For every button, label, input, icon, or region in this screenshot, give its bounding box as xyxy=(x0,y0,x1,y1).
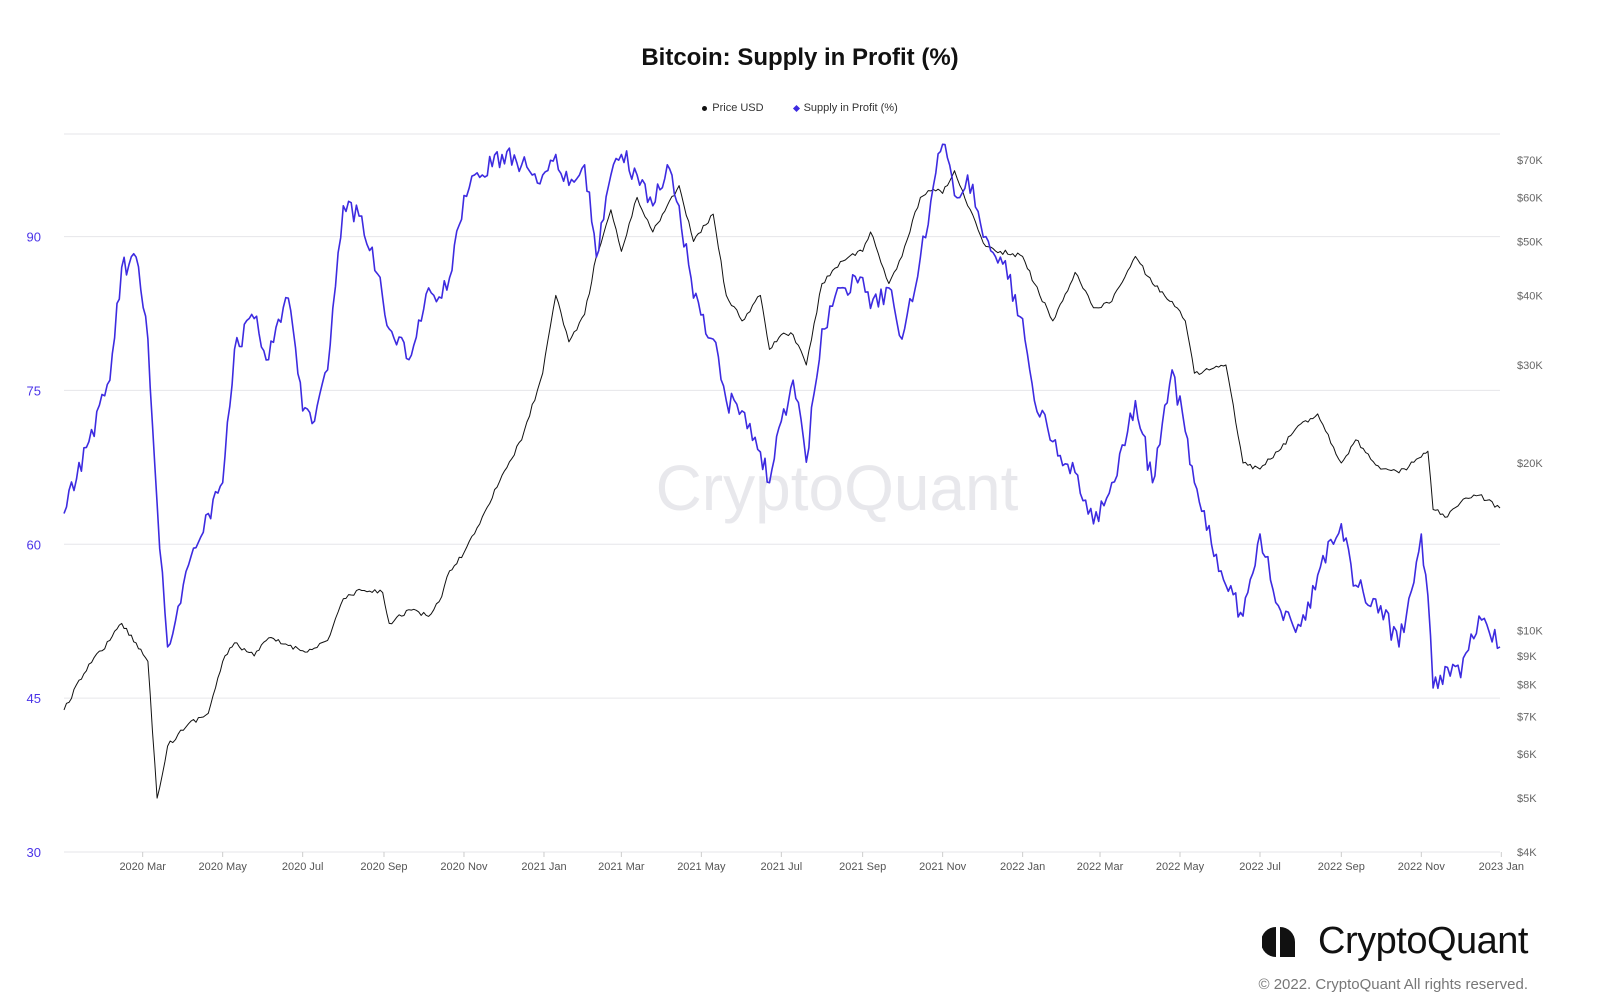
y-left-tick-label: 90 xyxy=(27,230,41,245)
legend-label-price: Price USD xyxy=(712,102,764,114)
y-right-tick-label: $7K xyxy=(1517,712,1537,724)
y-right-tick-label: $60K xyxy=(1517,192,1543,204)
cryptoquant-logo: CryptoQuant xyxy=(1262,920,1528,963)
x-tick-label: 2022 Jan xyxy=(1000,861,1045,873)
x-tick-label: 2021 Jan xyxy=(521,861,566,873)
chart-legend: Price USD Supply in Profit (%) xyxy=(0,102,1600,114)
copyright-text: © 2022. CryptoQuant All rights reserved. xyxy=(1258,976,1528,993)
x-tick-label: 2021 Jul xyxy=(761,861,803,873)
x-tick-label: 2020 Jul xyxy=(282,861,324,873)
y-right-tick-label: $50K xyxy=(1517,236,1543,248)
y-left-tick-label: 75 xyxy=(27,383,41,398)
y-right-tick-label: $9K xyxy=(1517,651,1537,663)
x-tick-label: 2020 Nov xyxy=(440,861,488,873)
cryptoquant-logo-icon xyxy=(1262,926,1296,957)
x-tick-label: 2022 Sep xyxy=(1318,861,1365,873)
x-tick-label: 2022 Nov xyxy=(1398,861,1446,873)
y-right-tick-label: $40K xyxy=(1517,290,1543,302)
y-right-tick-label: $10K xyxy=(1517,626,1543,638)
y-left-tick-label: 30 xyxy=(27,845,41,860)
x-tick-label: 2020 Sep xyxy=(360,861,407,873)
legend-item-supply-in-profit[interactable]: Supply in Profit (%) xyxy=(792,102,898,114)
y-right-tick-label: $5K xyxy=(1517,793,1537,805)
x-tick-label: 2020 Mar xyxy=(119,861,166,873)
y-right-tick-label: $70K xyxy=(1517,155,1543,167)
x-tick-label: 2023 Jan xyxy=(1479,861,1524,873)
x-tick-label: 2021 Nov xyxy=(919,861,967,873)
legend-label-supply-in-profit: Supply in Profit (%) xyxy=(803,102,898,114)
chart-title: Bitcoin: Supply in Profit (%) xyxy=(641,44,959,71)
brand-name: CryptoQuant xyxy=(1318,920,1528,962)
x-tick-label: 2022 Jul xyxy=(1239,861,1281,873)
series-line-supply-in-profit xyxy=(63,143,1501,690)
x-tick-label: 2022 May xyxy=(1156,861,1205,873)
legend-item-price[interactable]: Price USD xyxy=(702,102,764,114)
y-left-tick-label: 60 xyxy=(27,537,41,552)
x-tick-label: 2021 Mar xyxy=(598,861,645,873)
x-tick-label: 2020 May xyxy=(199,861,248,873)
y-right-tick-label: $20K xyxy=(1517,458,1543,470)
x-tick-label: 2021 Sep xyxy=(839,861,886,873)
y-left-tick-label: 45 xyxy=(27,691,41,706)
watermark: CryptoQuant xyxy=(656,452,1019,524)
x-tick-label: 2022 Mar xyxy=(1077,861,1124,873)
y-right-tick-label: $30K xyxy=(1517,360,1543,372)
x-tick-label: 2021 May xyxy=(677,861,726,873)
series-line-price-usd xyxy=(63,170,1501,799)
y-right-tick-label: $6K xyxy=(1517,749,1537,761)
y-right-tick-label: $8K xyxy=(1517,679,1537,691)
y-right-tick-label: $4K xyxy=(1517,847,1537,859)
legend-marker-price-icon xyxy=(702,105,708,111)
